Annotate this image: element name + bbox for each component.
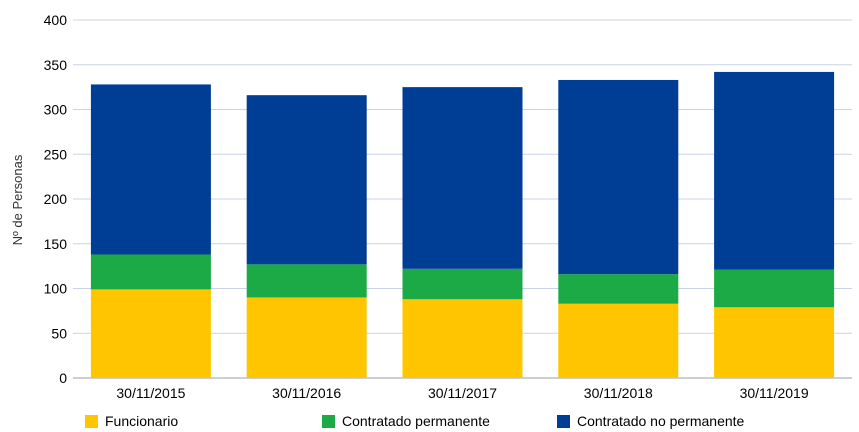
y-axis-ticks: 0 50 100 150 200 250 300 350 400	[44, 12, 68, 386]
y-tick-label: 50	[51, 325, 67, 341]
bar-segment-funcionario-4	[558, 303, 679, 378]
bar-segment-funcionario-3	[402, 299, 523, 378]
bar-segment-contratado-no-permanente-1	[90, 84, 211, 255]
y-tick-label: 0	[59, 370, 67, 386]
bar-segment-funcionario-2	[246, 297, 367, 378]
x-tick-label: 30/11/2016	[272, 385, 341, 401]
bars	[90, 71, 835, 378]
legend-label: Funcionario	[105, 413, 179, 429]
x-tick-label: 30/11/2015	[116, 385, 185, 401]
bar-segment-contratado-no-permanente-5	[714, 71, 835, 270]
bar-segment-contratado-no-permanente-4	[558, 79, 679, 275]
legend-label: Contratado no permanente	[577, 413, 745, 429]
y-tick-label: 400	[44, 12, 68, 28]
legend-label: Contratado permanente	[342, 413, 490, 429]
bar-segment-contratado-permanente-4	[558, 274, 679, 304]
bar-segment-funcionario-5	[714, 307, 835, 378]
bar-segment-contratado-permanente-1	[90, 254, 211, 290]
legend-item: Funcionario	[85, 412, 178, 430]
legend-swatch	[322, 414, 335, 428]
bar-segment-funcionario-1	[90, 289, 211, 378]
y-tick-label: 200	[44, 191, 68, 207]
bar-segment-contratado-permanente-5	[714, 269, 835, 308]
x-axis-ticks: 30/11/2015 30/11/2016 30/11/2017 30/11/2018…	[116, 385, 808, 401]
bar-segment-contratado-permanente-2	[246, 264, 367, 298]
y-tick-label: 150	[44, 236, 68, 252]
x-tick-label: 30/11/2018	[584, 385, 653, 401]
y-tick-label: 100	[44, 281, 68, 297]
legend: Funcionario Contratado permanente Contrata…	[0, 408, 859, 432]
legend-swatch	[85, 414, 98, 428]
legend-item: Contratado no permanente	[557, 412, 744, 430]
bar-segment-contratado-no-permanente-2	[246, 95, 367, 265]
legend-item: Contratado permanente	[322, 412, 490, 430]
y-tick-label: 300	[44, 102, 68, 118]
y-tick-label: 350	[44, 57, 68, 73]
y-axis-label: Nº de Personas	[10, 154, 25, 245]
bar-segment-contratado-permanente-3	[402, 268, 523, 300]
x-tick-label: 30/11/2017	[428, 385, 497, 401]
x-tick-label: 30/11/2019	[740, 385, 809, 401]
bar-segment-contratado-no-permanente-3	[402, 87, 523, 269]
legend-swatch	[557, 414, 570, 428]
y-tick-label: 250	[44, 146, 68, 162]
